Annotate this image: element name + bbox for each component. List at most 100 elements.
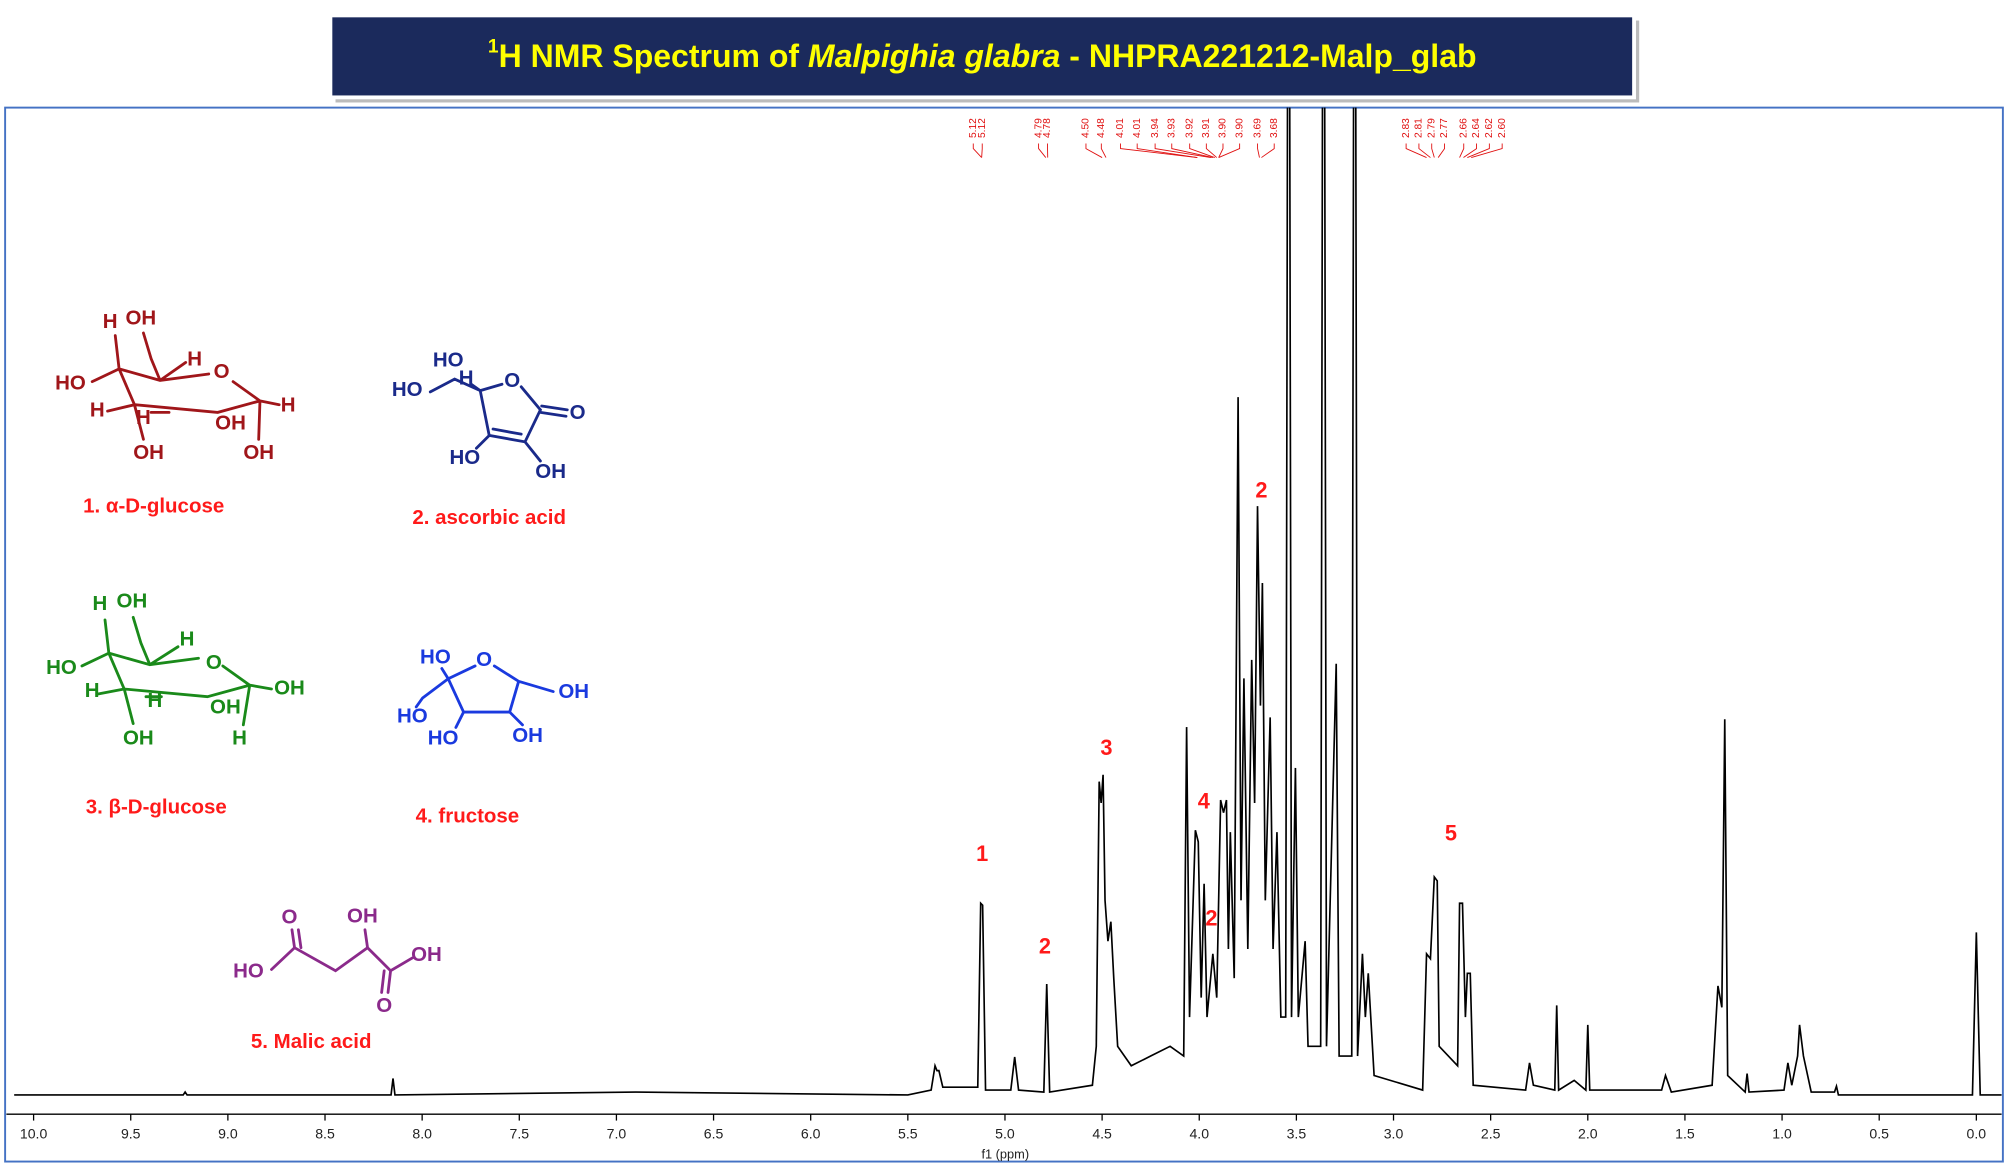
atom-label: OH xyxy=(117,589,148,612)
title-sup: 1 xyxy=(488,37,499,58)
peak-annotation: 2 xyxy=(1255,478,1267,503)
peak-annotation: 4 xyxy=(1198,789,1210,814)
peak-connector xyxy=(1136,143,1198,158)
peak-connector xyxy=(972,143,982,158)
atom-label: O xyxy=(504,369,520,392)
atom-label: O xyxy=(376,994,392,1017)
peak-label: 3.90 xyxy=(1218,118,1229,138)
atom-label: HO xyxy=(46,656,77,679)
x-tick-label: 9.0 xyxy=(218,1125,238,1141)
peak-label: 2.64 xyxy=(1471,118,1482,138)
compound-name: 5. Malic acid xyxy=(251,1030,372,1053)
atom-label: OH xyxy=(558,680,589,703)
atom-label: H xyxy=(281,393,296,416)
peak-connector xyxy=(981,143,983,158)
peak-connector xyxy=(1463,143,1477,158)
peak-label: 2.79 xyxy=(1426,118,1437,138)
x-tick-label: 0.0 xyxy=(1967,1125,1987,1141)
peak-label: 3.93 xyxy=(1166,118,1177,138)
peak-connector xyxy=(1261,143,1275,158)
atom-label: O xyxy=(476,648,492,671)
peak-label: 2.60 xyxy=(1497,118,1508,138)
peak-annotation: 2 xyxy=(1205,905,1217,930)
atom-label: HO xyxy=(428,726,459,749)
peak-label: 2.83 xyxy=(1401,118,1412,138)
plot-frame xyxy=(4,106,2004,1163)
peak-connector xyxy=(1171,143,1213,158)
structure-bonds xyxy=(90,331,281,441)
compound-name: 1. α-D-glucose xyxy=(83,495,224,518)
peak-label: 5.12 xyxy=(968,118,979,138)
peak-label: 3.69 xyxy=(1252,118,1263,138)
x-tick-label: 1.0 xyxy=(1772,1125,1792,1141)
atom-label: OH xyxy=(215,411,246,434)
structure-bonds xyxy=(428,377,569,463)
atom-label: H xyxy=(103,310,118,333)
x-tick-label: 5.0 xyxy=(995,1125,1015,1141)
atom-label: HO xyxy=(433,349,464,372)
atom-label: O xyxy=(214,360,230,383)
peak-connector xyxy=(1467,143,1490,158)
peak-connector xyxy=(1218,143,1224,158)
x-tick-label: 7.0 xyxy=(607,1125,627,1141)
spectrum-line xyxy=(14,107,2002,1096)
peak-connector xyxy=(1431,143,1435,158)
x-tick-label: 10.0 xyxy=(20,1125,48,1141)
atom-label: H xyxy=(187,347,202,370)
peak-label: 2.81 xyxy=(1414,118,1425,138)
structure-bonds xyxy=(414,664,555,729)
peak-connector xyxy=(1120,143,1198,159)
x-tick-label: 9.5 xyxy=(121,1125,141,1141)
atom-label: OH xyxy=(126,306,157,329)
x-axis-label: f1 (ppm) xyxy=(981,1147,1029,1162)
atom-label: OH xyxy=(411,943,442,966)
x-tick-label: 5.5 xyxy=(898,1125,918,1141)
peak-connector xyxy=(1418,143,1431,158)
atom-label: H xyxy=(85,679,100,702)
peak-connector xyxy=(1189,143,1215,158)
x-tick-label: 8.0 xyxy=(412,1125,432,1141)
x-tick-label: 1.5 xyxy=(1675,1125,1695,1141)
peak-annotation: 5 xyxy=(1445,821,1457,846)
atom-label: OH xyxy=(535,460,566,483)
x-tick-label: 6.5 xyxy=(704,1125,724,1141)
peak-connector xyxy=(1257,143,1260,158)
peak-label: 3.68 xyxy=(1269,118,1280,138)
atom-label: HO xyxy=(420,646,451,669)
x-tick-label: 0.5 xyxy=(1869,1125,1889,1141)
x-tick-label: 6.0 xyxy=(801,1125,821,1141)
structure-bonds xyxy=(80,615,273,727)
peak-label: 2.66 xyxy=(1458,118,1469,138)
structure-bonds xyxy=(270,928,414,994)
compound-name: 2. ascorbic acid xyxy=(412,506,566,529)
atom-label: HO xyxy=(397,705,428,728)
compound-name: 3. β-D-glucose xyxy=(86,796,227,819)
atom-label: H xyxy=(232,726,247,749)
atom-label: H xyxy=(136,406,151,429)
peak-label: 3.90 xyxy=(1234,118,1245,138)
x-tick-label: 7.5 xyxy=(509,1125,529,1141)
atom-label: H xyxy=(180,628,195,651)
peak-connector xyxy=(1218,143,1241,158)
compound-name: 4. fructose xyxy=(416,804,520,827)
peak-label: 4.01 xyxy=(1132,118,1143,138)
peak-connector xyxy=(1459,143,1465,158)
x-tick-label: 8.5 xyxy=(315,1125,335,1141)
peak-label: 2.62 xyxy=(1484,118,1495,138)
peak-label: 3.92 xyxy=(1184,118,1195,138)
atom-label: OH xyxy=(347,904,378,927)
peak-label: 4.79 xyxy=(1033,118,1044,138)
atom-label: O xyxy=(206,651,222,674)
atom-label: OH xyxy=(274,676,305,699)
x-tick-label: 3.0 xyxy=(1384,1125,1404,1141)
atom-label: HO xyxy=(55,372,86,395)
peak-connector xyxy=(1085,143,1103,158)
chart-title: 1H NMR Spectrum of Malpighia glabra - NH… xyxy=(488,37,1477,75)
title-code: - NHPRA221212-Malp_glab xyxy=(1060,38,1476,74)
peak-annotation: 3 xyxy=(1100,735,1112,760)
